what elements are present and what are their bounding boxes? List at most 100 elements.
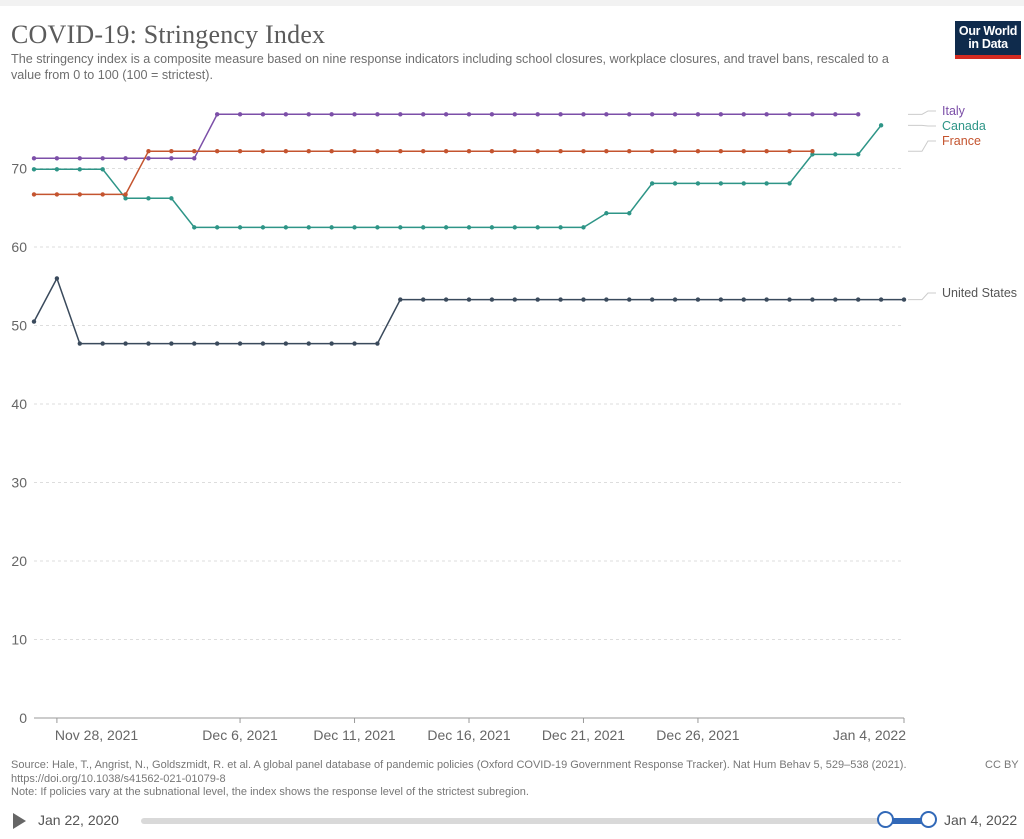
data-point	[237, 341, 243, 346]
data-point	[31, 192, 37, 197]
data-point	[214, 341, 220, 346]
legend-connector	[908, 140, 936, 152]
data-point	[283, 225, 289, 230]
data-point	[306, 341, 311, 346]
data-point	[741, 149, 746, 154]
y-tick-label: 40	[11, 396, 27, 412]
data-point	[398, 149, 403, 154]
series-line	[34, 124, 882, 229]
data-point	[741, 181, 746, 186]
data-point	[54, 192, 60, 197]
data-point	[237, 149, 243, 154]
data-point	[787, 112, 792, 117]
timeline-track[interactable]	[141, 818, 928, 824]
data-point	[489, 149, 495, 154]
data-point	[421, 297, 426, 302]
data-point	[306, 225, 311, 230]
data-point	[718, 297, 724, 302]
data-point	[672, 181, 678, 186]
data-point	[100, 156, 105, 161]
data-point	[352, 149, 357, 154]
data-point	[695, 297, 701, 302]
data-point	[192, 156, 197, 161]
x-tick-label: Dec 11, 2021	[313, 727, 395, 743]
data-point	[443, 149, 449, 154]
data-point	[718, 149, 724, 154]
data-point	[604, 112, 609, 117]
owid-logo[interactable]: Our World in Data	[955, 21, 1021, 59]
legend-label: Italy	[942, 104, 966, 118]
legend-label: United States	[942, 286, 1017, 300]
data-point	[787, 181, 792, 186]
data-point	[260, 112, 266, 117]
data-point	[169, 341, 174, 346]
data-point	[146, 341, 151, 346]
data-point	[466, 112, 472, 117]
data-point	[649, 112, 655, 117]
data-point	[741, 297, 746, 302]
data-point	[54, 167, 60, 172]
data-point	[77, 341, 82, 346]
data-point	[672, 112, 678, 117]
data-point	[489, 225, 495, 230]
data-point	[558, 112, 563, 117]
timeline-end-handle[interactable]	[920, 811, 937, 828]
data-point	[649, 297, 655, 302]
data-point	[169, 196, 174, 201]
data-point	[810, 152, 815, 157]
data-point	[764, 112, 769, 117]
license-label[interactable]: CC BY	[985, 759, 1019, 771]
data-point	[764, 297, 769, 302]
data-point	[718, 181, 724, 186]
data-point	[443, 112, 449, 117]
data-point	[901, 297, 907, 302]
data-point	[833, 297, 838, 302]
chart-subtitle: The stringency index is a composite meas…	[11, 52, 889, 82]
data-point	[581, 225, 586, 230]
data-point	[214, 149, 220, 154]
data-point	[695, 149, 701, 154]
data-point	[100, 192, 105, 197]
data-point	[787, 149, 792, 154]
data-point	[54, 276, 60, 281]
data-point	[604, 211, 609, 216]
data-point	[604, 149, 609, 154]
logo-line1: Our World	[958, 24, 1018, 38]
play-icon[interactable]	[13, 813, 26, 829]
data-point	[192, 149, 197, 154]
data-point	[581, 149, 586, 154]
data-point	[466, 297, 472, 302]
data-point	[421, 112, 426, 117]
data-point	[489, 112, 495, 117]
data-point	[535, 297, 540, 302]
data-point	[810, 297, 815, 302]
line-chart: 0 10 20 30 40 50 60 70 Nov 28, 2021 Dec 6, 2021 De…	[11, 104, 1017, 743]
data-point	[604, 297, 609, 302]
data-point	[878, 297, 884, 302]
data-point	[375, 225, 380, 230]
data-point	[649, 181, 655, 186]
data-point	[535, 112, 540, 117]
chart-title: COVID-19: Stringency Index	[11, 20, 326, 49]
data-point	[214, 112, 220, 117]
data-point	[123, 196, 128, 201]
data-point	[535, 225, 540, 230]
x-tick-label: Nov 28, 2021	[55, 727, 138, 743]
x-tick-label: Dec 21, 2021	[542, 727, 625, 743]
data-point	[54, 156, 60, 161]
note-text: Note: If policies vary at the subnationa…	[11, 786, 529, 798]
y-tick-label: 60	[11, 239, 27, 255]
data-point	[512, 225, 517, 230]
data-point	[169, 156, 174, 161]
data-point	[329, 149, 334, 154]
data-point	[489, 297, 495, 302]
data-point	[329, 112, 334, 117]
data-point	[306, 149, 311, 154]
data-point	[421, 149, 426, 154]
data-point	[581, 297, 586, 302]
data-point	[833, 152, 838, 157]
data-point	[466, 149, 472, 154]
x-tick-label: Jan 4, 2022	[833, 727, 906, 743]
timeline-start-handle[interactable]	[877, 811, 894, 828]
data-point	[443, 225, 449, 230]
